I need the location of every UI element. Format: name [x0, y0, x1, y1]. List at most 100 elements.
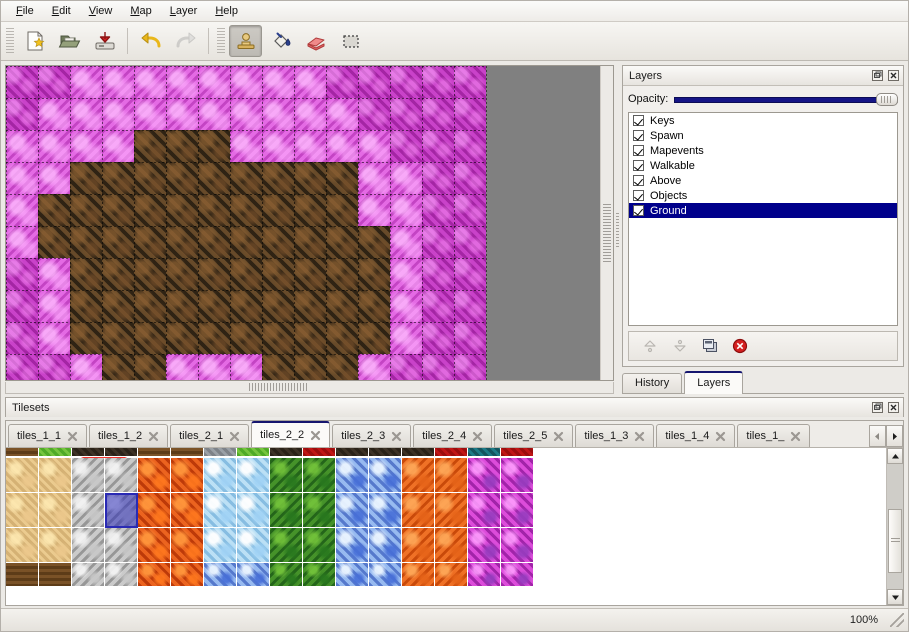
palette-tile[interactable]: [402, 563, 435, 587]
map-tile[interactable]: [102, 290, 134, 322]
map-tile[interactable]: [38, 258, 70, 290]
map-tile[interactable]: [38, 226, 70, 258]
palette-tile[interactable]: [402, 458, 435, 493]
save-file-button[interactable]: [88, 25, 121, 57]
palette-tile[interactable]: [501, 448, 534, 457]
palette-tile[interactable]: [270, 528, 303, 563]
map-tile[interactable]: [358, 194, 390, 226]
layer-visibility-checkbox[interactable]: [633, 190, 644, 201]
delete-layer-button[interactable]: [727, 334, 753, 358]
palette-tile[interactable]: [303, 528, 336, 563]
dock-splitter[interactable]: [614, 65, 620, 394]
map-tile[interactable]: [294, 290, 326, 322]
palette-tile[interactable]: [6, 563, 39, 587]
palette-tile[interactable]: [303, 458, 336, 493]
map-tile[interactable]: [422, 98, 454, 130]
palette-tile[interactable]: [435, 448, 468, 457]
map-tile[interactable]: [358, 98, 390, 130]
map-tile[interactable]: [230, 290, 262, 322]
map-tile[interactable]: [454, 226, 486, 258]
tools-grip[interactable]: [217, 28, 225, 54]
map-tile[interactable]: [326, 130, 358, 162]
layer-row[interactable]: Ground: [629, 203, 897, 218]
map-tile[interactable]: [70, 290, 102, 322]
map-tile[interactable]: [326, 322, 358, 354]
map-tile[interactable]: [70, 194, 102, 226]
palette-tile[interactable]: [6, 493, 39, 528]
layer-row[interactable]: Objects: [629, 188, 897, 203]
menu-file[interactable]: File: [16, 5, 34, 17]
layer-row[interactable]: Mapevents: [629, 143, 897, 158]
tile-palette[interactable]: [6, 448, 886, 605]
layer-row[interactable]: Walkable: [629, 158, 897, 173]
map-tile[interactable]: [294, 258, 326, 290]
map-tile[interactable]: [38, 66, 70, 98]
map-tile[interactable]: [38, 98, 70, 130]
map-tile[interactable]: [358, 322, 390, 354]
resize-grip[interactable]: [890, 613, 904, 627]
map-tile[interactable]: [390, 258, 422, 290]
menu-layer[interactable]: Layer: [169, 5, 198, 17]
map-tile[interactable]: [358, 66, 390, 98]
palette-tile[interactable]: [501, 563, 534, 587]
map-tile[interactable]: [454, 98, 486, 130]
map-tile[interactable]: [102, 194, 134, 226]
map-tile[interactable]: [230, 162, 262, 194]
map-tile[interactable]: [262, 98, 294, 130]
palette-tile[interactable]: [72, 448, 105, 457]
layer-row[interactable]: Keys: [629, 113, 897, 128]
redo-button[interactable]: [169, 25, 202, 57]
map-tile[interactable]: [390, 226, 422, 258]
map-tile[interactable]: [134, 258, 166, 290]
map-tile[interactable]: [294, 130, 326, 162]
palette-tile[interactable]: [336, 448, 369, 457]
map-tile[interactable]: [166, 66, 198, 98]
tileset-tab-tiles_2_4[interactable]: tiles_2_4: [413, 424, 493, 447]
map-tile[interactable]: [230, 226, 262, 258]
tileset-tab-tiles_1_[interactable]: tiles_1_: [737, 424, 811, 447]
tileset-tab-tiles_2_3[interactable]: tiles_2_3: [332, 424, 412, 447]
palette-tile[interactable]: [468, 493, 501, 528]
lower-layer-button[interactable]: [667, 334, 693, 358]
layer-visibility-checkbox[interactable]: [633, 205, 644, 216]
map-tile[interactable]: [422, 66, 454, 98]
map-tile[interactable]: [454, 66, 486, 98]
map-tile[interactable]: [166, 258, 198, 290]
map-tile[interactable]: [422, 130, 454, 162]
open-file-button[interactable]: [53, 25, 86, 57]
palette-tile[interactable]: [204, 458, 237, 493]
map-tile[interactable]: [102, 322, 134, 354]
map-tile[interactable]: [390, 322, 422, 354]
palette-tile[interactable]: [237, 493, 270, 528]
palette-tile[interactable]: [72, 458, 105, 493]
layer-visibility-checkbox[interactable]: [633, 145, 644, 156]
map-tile[interactable]: [166, 194, 198, 226]
map-tile[interactable]: [166, 162, 198, 194]
map-tile[interactable]: [230, 322, 262, 354]
palette-scroll-track[interactable]: [887, 464, 903, 589]
tileset-tab-close-icon[interactable]: [148, 431, 159, 442]
map-hscroll-thumb[interactable]: [248, 383, 309, 391]
map-tile[interactable]: [166, 130, 198, 162]
palette-tile[interactable]: [369, 458, 402, 493]
map-tile[interactable]: [262, 322, 294, 354]
stamp-tool-button[interactable]: [229, 25, 262, 57]
map-tile[interactable]: [38, 130, 70, 162]
palette-tile[interactable]: [6, 458, 39, 493]
map-tile[interactable]: [294, 226, 326, 258]
layer-visibility-checkbox[interactable]: [633, 115, 644, 126]
palette-tile[interactable]: [435, 528, 468, 563]
palette-tile[interactable]: [171, 563, 204, 587]
map-tile[interactable]: [134, 130, 166, 162]
map-tile[interactable]: [262, 226, 294, 258]
palette-tile[interactable]: [402, 528, 435, 563]
layer-visibility-checkbox[interactable]: [633, 175, 644, 186]
palette-tile[interactable]: [171, 448, 204, 457]
palette-tile[interactable]: [105, 493, 138, 528]
map-tile[interactable]: [454, 354, 486, 380]
palette-tile[interactable]: [402, 448, 435, 457]
palette-tile[interactable]: [501, 493, 534, 528]
map-tile[interactable]: [230, 194, 262, 226]
map-vscroll-thumb[interactable]: [603, 204, 611, 265]
scroll-up-icon[interactable]: [887, 448, 903, 464]
